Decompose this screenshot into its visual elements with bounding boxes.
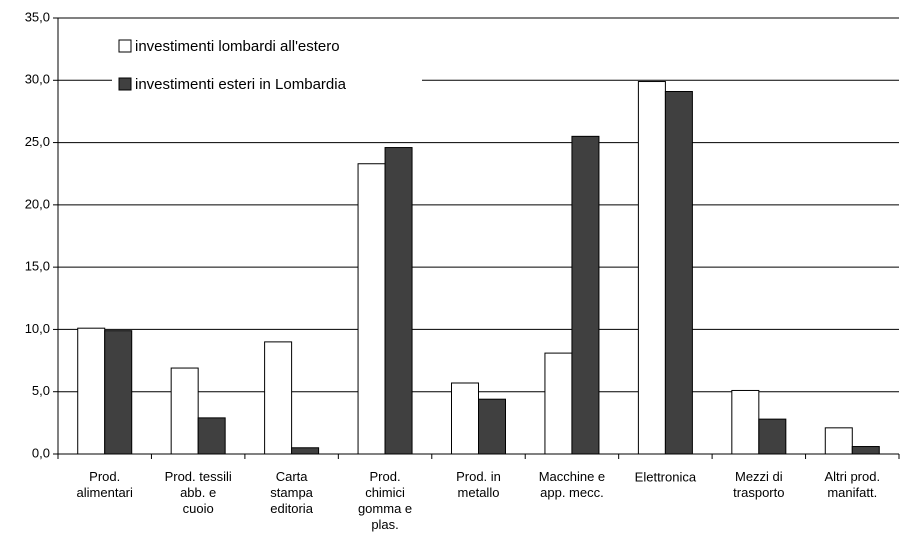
y-tick-label: 15,0 — [25, 259, 50, 274]
bar — [357, 163, 386, 455]
x-tick-label: Prod. tessili abb. e cuoio — [165, 469, 232, 516]
x-tick-label: Prod. alimentari — [77, 469, 133, 500]
bar — [571, 135, 600, 455]
bar — [197, 417, 226, 455]
bar — [824, 427, 853, 455]
bar — [758, 418, 787, 455]
legend-swatch — [118, 77, 132, 91]
bar — [731, 389, 760, 455]
legend-background — [112, 72, 422, 96]
bar — [851, 446, 880, 455]
x-tick-label: Carta stampa editoria — [270, 469, 313, 516]
y-tick-label: 0,0 — [32, 445, 50, 460]
y-tick-label: 20,0 — [25, 196, 50, 211]
y-tick-label: 25,0 — [25, 134, 50, 149]
legend-background — [112, 34, 422, 58]
y-tick-label: 5,0 — [32, 383, 50, 398]
x-tick-label: Prod. in metallo — [456, 469, 501, 500]
bar — [544, 352, 573, 455]
bar — [637, 81, 666, 455]
bar — [664, 90, 693, 455]
bar — [77, 327, 106, 455]
legend-label: investimenti lombardi all'estero — [135, 38, 340, 55]
y-tick-label: 35,0 — [25, 9, 50, 24]
x-tick-label: Elettronica — [635, 469, 697, 484]
bar — [104, 330, 133, 455]
bar — [384, 147, 413, 455]
x-tick-label: Prod. chimici gomma e plas. — [358, 469, 412, 532]
x-tick-label: Mezzi di trasporto — [733, 469, 784, 500]
y-tick-label: 30,0 — [25, 72, 50, 87]
x-tick-label: Altri prod. manifatt. — [824, 469, 880, 500]
y-tick-label: 10,0 — [25, 321, 50, 336]
legend-label: investimenti esteri in Lombardia — [135, 76, 347, 93]
bar — [291, 447, 320, 455]
bar — [451, 382, 479, 455]
bar — [264, 341, 293, 455]
bar — [170, 367, 199, 455]
bar — [478, 398, 506, 455]
x-tick-label: Macchine e app. mecc. — [539, 469, 605, 500]
legend-swatch — [118, 39, 132, 53]
